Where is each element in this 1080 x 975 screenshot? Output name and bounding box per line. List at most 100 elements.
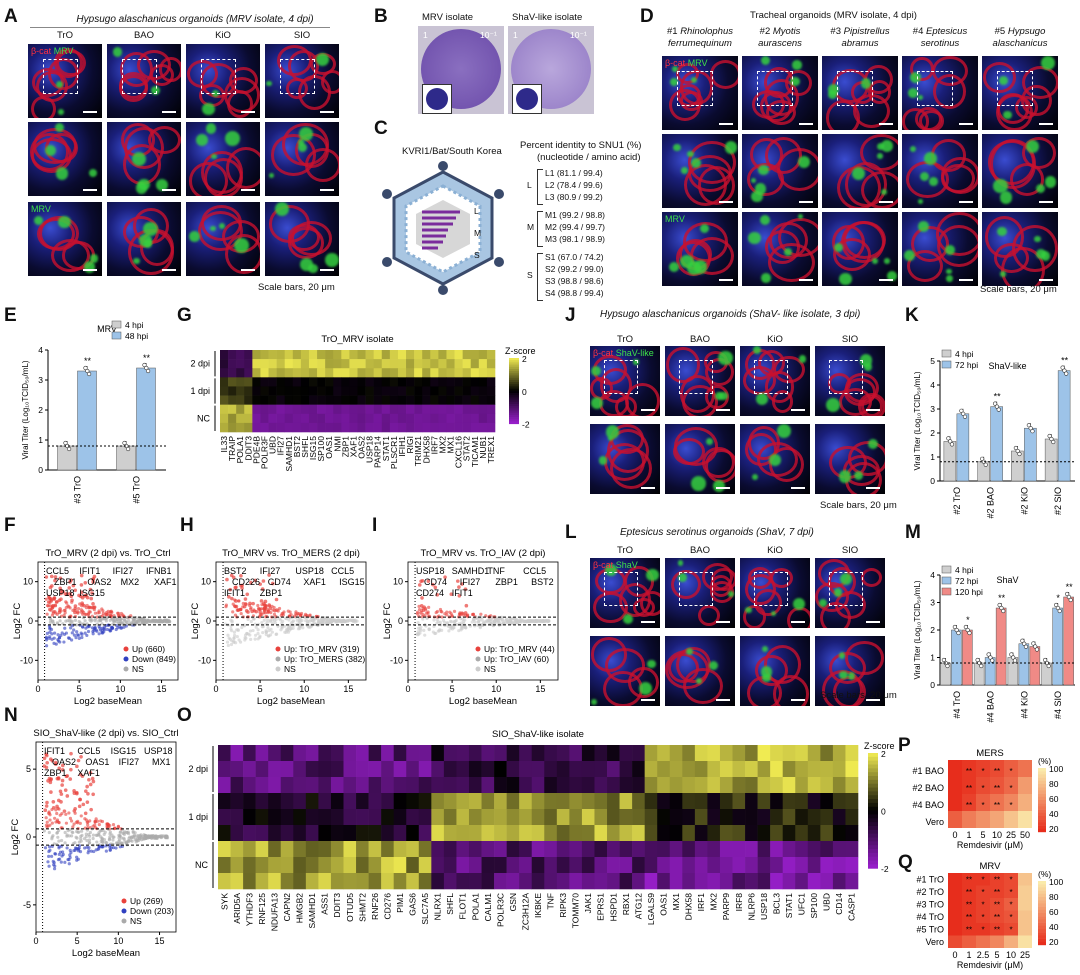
gene-point [126, 830, 130, 834]
colorbar-step [1038, 929, 1046, 933]
heatmap-cell [228, 404, 237, 415]
heatmap-cell [393, 761, 407, 778]
gene-label: MX1 [446, 436, 456, 454]
gene-point [301, 626, 305, 630]
gene-point [59, 860, 63, 864]
heatmap-cell [228, 368, 237, 378]
gene-point [308, 619, 312, 623]
colorbar-step [1038, 893, 1046, 898]
data-point [996, 407, 1001, 412]
gene-point [89, 807, 93, 812]
heatmap-cell [389, 368, 399, 378]
data-point [1047, 433, 1052, 439]
gene-point [146, 620, 150, 624]
legend-label: Up: TrO_MRV (319) [284, 644, 360, 654]
gene-point [118, 830, 123, 834]
heatmap-cell [820, 857, 834, 874]
heatmap-cell [381, 809, 394, 826]
gene-point [111, 838, 115, 842]
heatmap-cell [478, 395, 488, 405]
heatmap-cell [494, 825, 507, 842]
gene-point [153, 619, 157, 623]
colorbar-step [868, 768, 878, 773]
gene-point [525, 620, 529, 624]
colorbar-step [509, 406, 519, 409]
heatmap-cell [381, 841, 394, 858]
y-tick-label: 1 [38, 435, 43, 445]
heatmap-cell [393, 857, 407, 874]
x-tick-label: 5 [75, 936, 80, 946]
heatmap-cell [820, 825, 834, 842]
gene-label: USP18 [365, 436, 375, 463]
gene-label: XAF1 [154, 577, 177, 587]
gene-point [240, 625, 244, 630]
gene-point [274, 597, 279, 602]
heatmap-cell [1018, 885, 1032, 898]
heatmap-cell [365, 386, 374, 396]
gene-label: CD226 [232, 577, 260, 587]
y-tick-label: 10 [201, 577, 211, 587]
heatmap-cell [594, 793, 608, 810]
d-tile-r2-c3 [822, 134, 898, 208]
heatmap-cell [694, 745, 708, 762]
gene-point [97, 632, 101, 636]
heatmap-cell [318, 761, 332, 778]
gene-point [228, 637, 232, 641]
panel-label-j: J [565, 305, 576, 326]
heatmap-cell [356, 809, 369, 826]
heatmap-cell [795, 745, 809, 762]
heatmap-cell [820, 761, 834, 778]
significance-mark: * [981, 801, 984, 810]
heatmap-cell [280, 857, 294, 874]
gene-point [46, 860, 50, 864]
bar-#2 KiO-72 hpi [1024, 427, 1037, 482]
heatmap-cell [745, 745, 758, 762]
gene-point [536, 618, 540, 623]
gene-point [95, 819, 100, 823]
heatmap-cell [632, 761, 645, 778]
heatmap-cell [236, 377, 245, 387]
heatmap-cell [976, 794, 990, 811]
heatmap-cell [393, 841, 407, 858]
heatmap-cell [431, 873, 445, 890]
gene-point [450, 614, 454, 618]
heatmap-cell [418, 809, 432, 826]
heatmap-cell [948, 811, 962, 828]
heatmap-cell [325, 404, 334, 415]
gene-point [227, 595, 231, 599]
gene-point [103, 616, 107, 621]
panel-label-d: D [640, 6, 654, 27]
heatmap-cell [478, 413, 488, 424]
heatmap-cell [719, 745, 733, 762]
heatmap-cell [431, 857, 445, 874]
heatmap-cell [284, 395, 294, 405]
heatmap-cell [1018, 923, 1032, 936]
heatmap-cell [414, 422, 423, 433]
colorbar-step [509, 360, 519, 363]
x-tick-label: 5 [77, 684, 82, 694]
heatmap-cell [531, 857, 545, 874]
virion-diagram [382, 161, 504, 295]
gene-point [124, 619, 128, 624]
gene-point [84, 832, 88, 836]
gene-point [226, 643, 230, 648]
heatmap-cell [349, 422, 358, 433]
gene-point [457, 585, 461, 589]
heatmap-cell [486, 404, 496, 415]
heatmap-cell [343, 873, 357, 890]
gene-point [120, 841, 124, 845]
heatmap-cell [531, 841, 545, 858]
gene-label: TNF [546, 893, 556, 910]
gene-point [127, 836, 131, 840]
gene-point [464, 603, 469, 608]
x-tick-label: 25 [1006, 830, 1016, 840]
gene-point [74, 790, 79, 795]
gene-point [79, 573, 84, 578]
heatmap-cell [268, 377, 277, 387]
heatmap-cell [481, 745, 495, 762]
heatmap-cell [948, 923, 962, 936]
j-tile-r2-c4 [815, 424, 885, 494]
heatmap-cell [657, 873, 671, 890]
gene-point [43, 808, 48, 813]
heatmap-cell [255, 809, 269, 826]
